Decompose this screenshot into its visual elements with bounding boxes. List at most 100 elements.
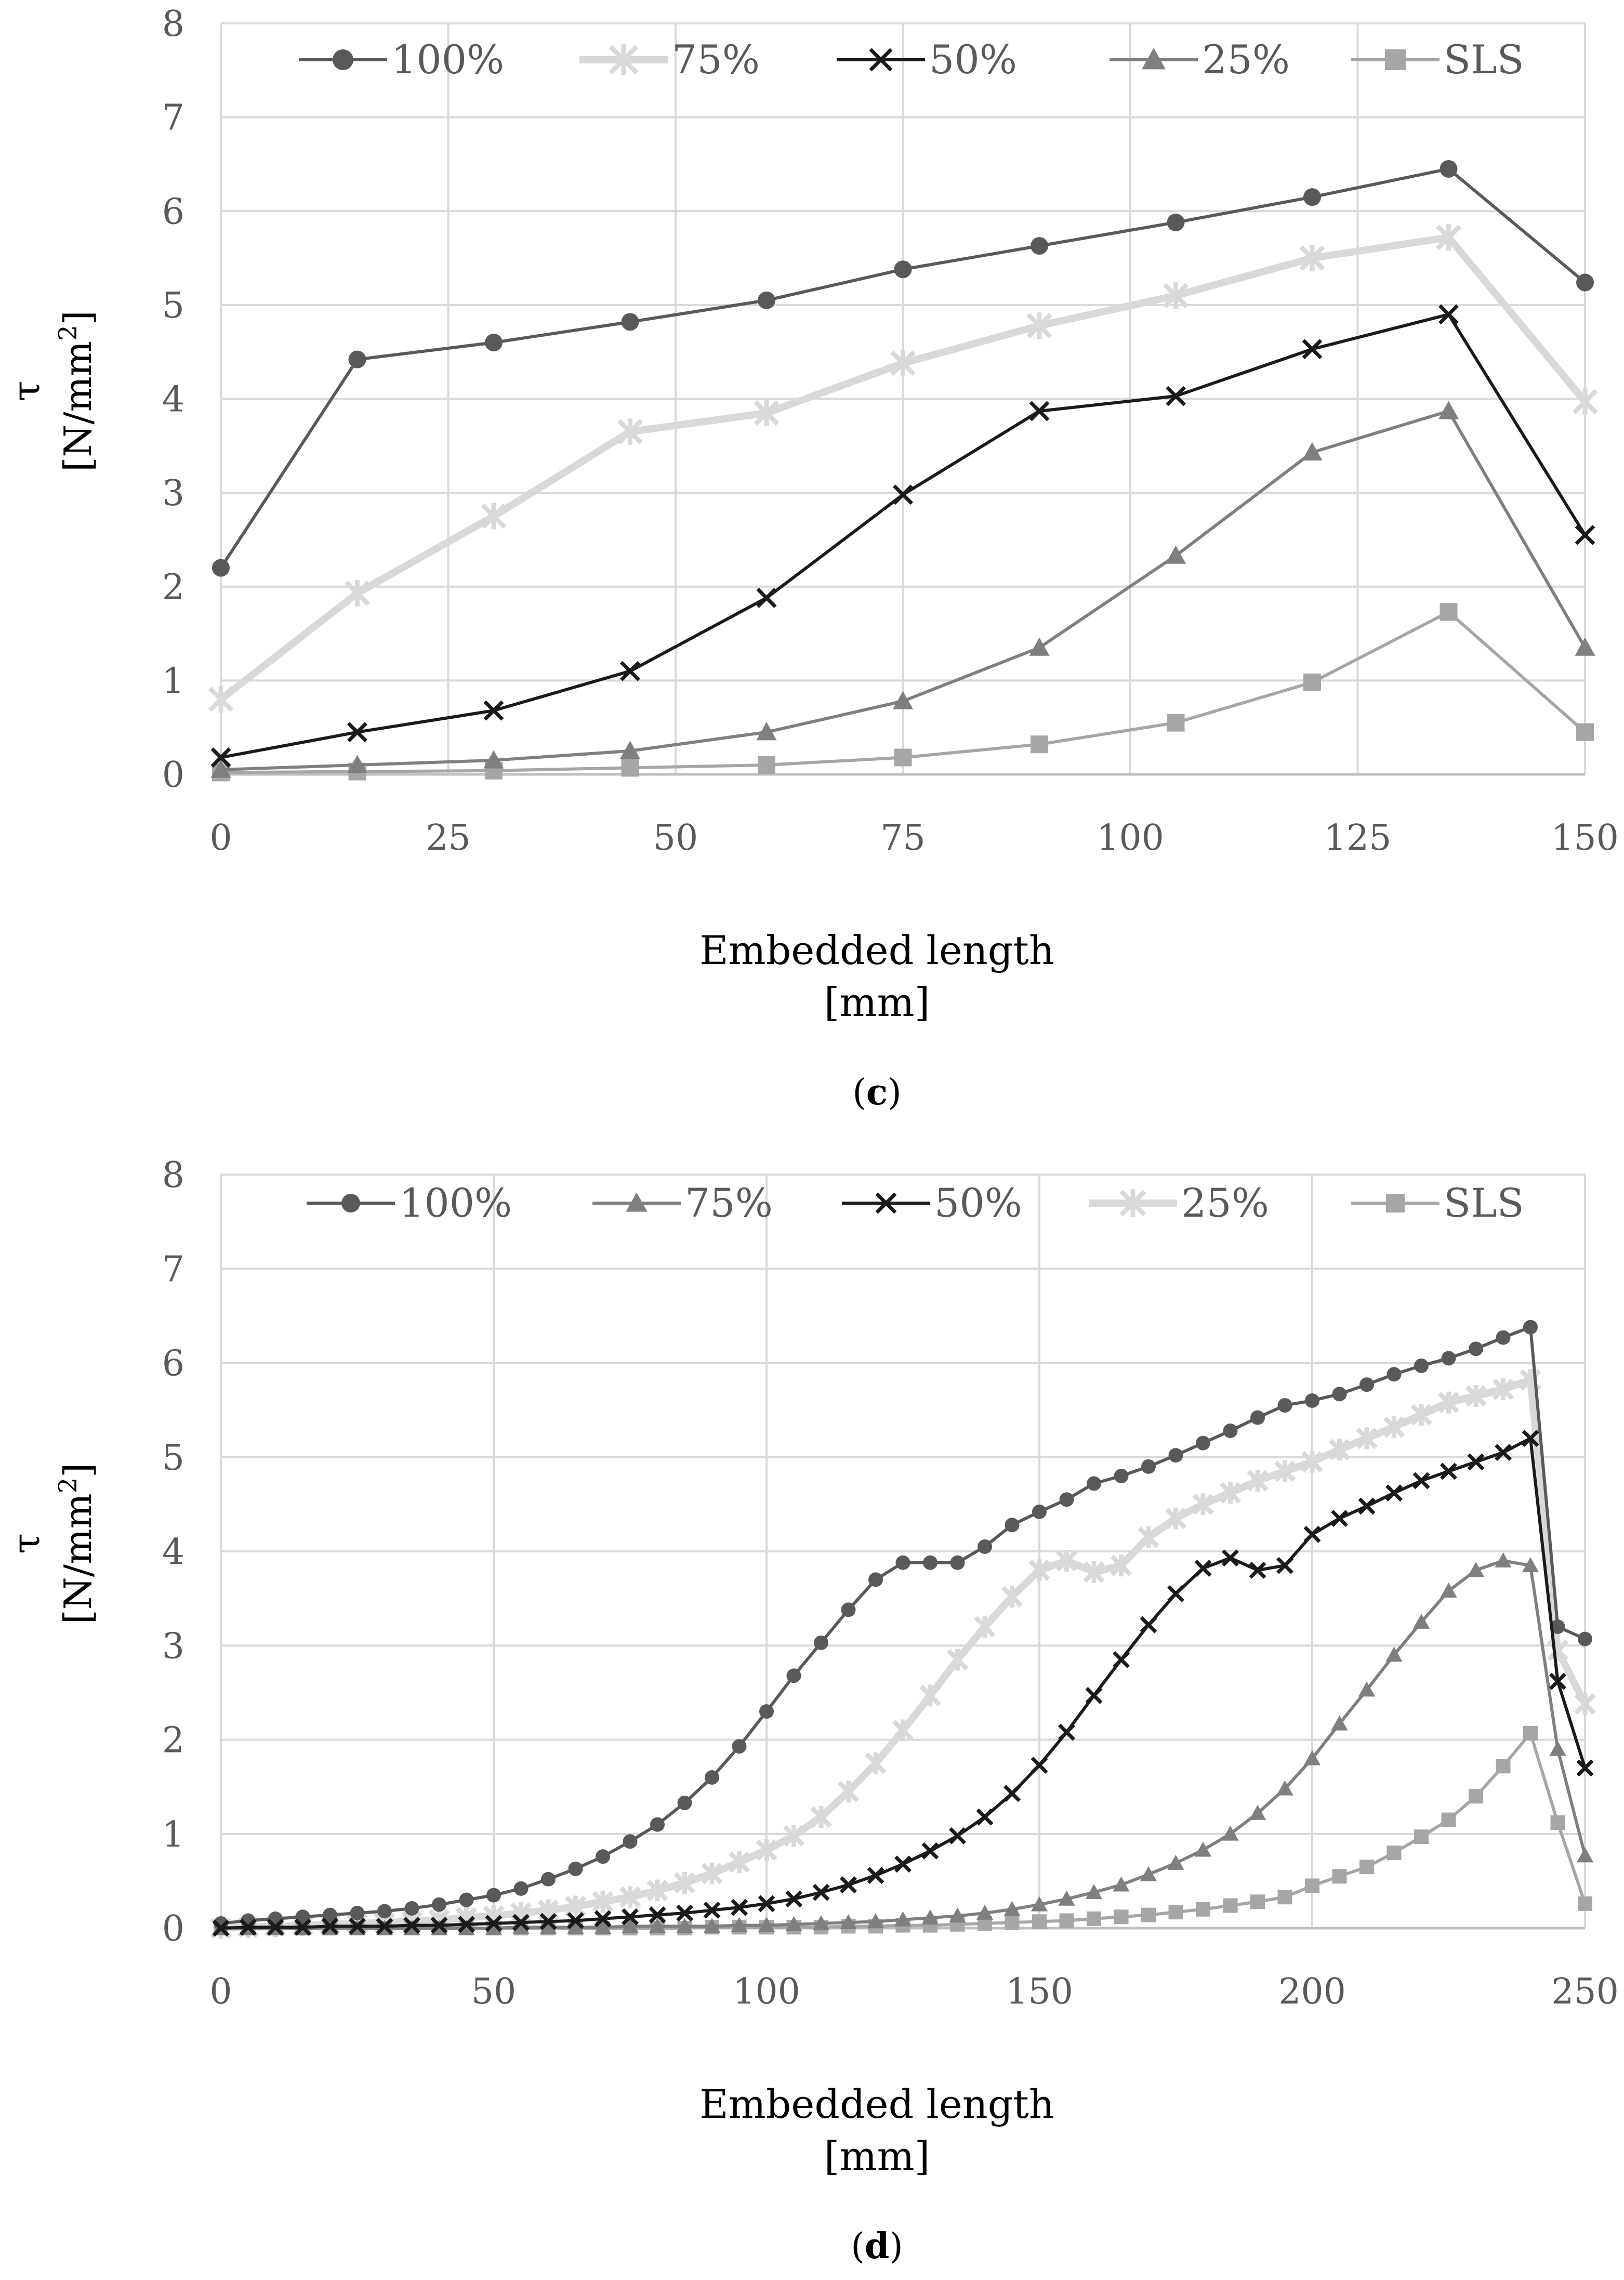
data-point	[1576, 723, 1594, 741]
data-point	[1302, 442, 1323, 461]
data-point	[592, 1891, 614, 1913]
data-point	[1332, 1387, 1347, 1402]
data-point	[1140, 1616, 1157, 1633]
data-point	[1274, 1460, 1296, 1482]
data-point	[1387, 1846, 1402, 1860]
data-point	[1004, 1785, 1021, 1802]
data-point	[1167, 1854, 1184, 1870]
data-point	[895, 1555, 910, 1570]
data-point	[349, 1917, 366, 1935]
data-point	[1247, 1470, 1269, 1492]
data-point	[1141, 1907, 1156, 1922]
data-point	[1168, 1448, 1183, 1463]
data-point	[513, 1881, 529, 1896]
y-tick-label: 8	[162, 1155, 184, 1196]
data-point	[868, 1572, 883, 1587]
data-point	[376, 1917, 393, 1935]
data-point	[623, 1834, 638, 1849]
data-point	[210, 759, 231, 778]
data-point	[323, 1907, 337, 1922]
legend-marker	[341, 1194, 360, 1213]
y-unit-superscript: 2	[54, 325, 83, 341]
legend-marker	[1385, 49, 1406, 70]
series-75-percent	[212, 1552, 1594, 1935]
data-point	[1223, 1424, 1238, 1438]
legend-item: 25%	[1110, 36, 1290, 83]
data-point	[1576, 1759, 1594, 1777]
data-point	[539, 1919, 557, 1934]
data-point	[1005, 1518, 1020, 1533]
data-point	[732, 1739, 747, 1754]
data-point	[459, 1892, 474, 1907]
y-axis-unit: [N/mm2]	[54, 310, 100, 472]
data-point	[1412, 1472, 1430, 1490]
data-point	[1058, 1890, 1075, 1906]
x-tick-label: 125	[1324, 818, 1392, 859]
data-point	[1028, 1559, 1050, 1581]
data-point	[486, 1888, 501, 1903]
data-point	[919, 1684, 941, 1707]
legend-label: 75%	[672, 36, 760, 83]
data-point	[754, 400, 780, 427]
panel-label-open: (	[852, 1072, 866, 1113]
data-point	[1436, 224, 1461, 251]
data-point	[1114, 1909, 1129, 1925]
y-unit-superscript: 2	[54, 1478, 83, 1494]
legend-item: 75%	[579, 36, 760, 83]
y-tick-label: 0	[162, 1908, 184, 1949]
tick-labels: 0 1 2 3 4 5 6 7 8 0 25 50 75 100 125 150	[162, 4, 1619, 859]
data-point	[812, 1915, 830, 1930]
data-point	[1574, 1693, 1596, 1715]
data-point	[1059, 1492, 1074, 1507]
y-axis-label: τ [N/mm2]	[4, 1463, 100, 1625]
data-point	[240, 1918, 257, 1936]
series-50-percent	[212, 1430, 1594, 1937]
data-point	[1576, 273, 1594, 292]
data-point	[1305, 1878, 1319, 1893]
data-point	[1276, 1557, 1293, 1574]
data-point	[1303, 1525, 1321, 1543]
x-tick-label: 25	[426, 818, 471, 859]
data-point	[1549, 1672, 1566, 1690]
data-point	[567, 1919, 584, 1934]
data-point	[646, 1879, 668, 1902]
data-point	[1412, 1613, 1430, 1629]
x-tick-label: 75	[880, 818, 926, 859]
legend-item: 100%	[307, 1180, 512, 1226]
data-point	[1055, 1550, 1078, 1572]
x-tick-label: 50	[471, 1971, 517, 2012]
series-sls	[212, 603, 1594, 782]
data-point	[212, 559, 230, 577]
y-axis-unit: [N/mm2]	[54, 1463, 100, 1625]
data-point	[1194, 1560, 1212, 1577]
data-point	[650, 1817, 665, 1832]
data-point	[1192, 1493, 1214, 1515]
legend-marker	[1142, 48, 1166, 70]
legend-label: SLS	[1444, 1180, 1524, 1226]
y-axis-label: τ [N/mm2]	[4, 310, 100, 472]
data-point	[837, 1781, 860, 1803]
data-point	[1276, 1780, 1293, 1796]
data-point	[1383, 1416, 1405, 1438]
y-tick-label: 4	[162, 379, 184, 420]
data-point	[1005, 1915, 1020, 1930]
data-point	[649, 1918, 666, 1933]
data-point	[622, 1908, 639, 1926]
data-point	[350, 1906, 365, 1920]
data-point	[1058, 1723, 1075, 1741]
data-point	[1305, 1393, 1319, 1408]
data-point	[1249, 1804, 1266, 1820]
data-point	[946, 1649, 969, 1671]
data-point	[1222, 1825, 1239, 1841]
data-point	[1031, 1896, 1048, 1912]
x-axis-label: Embedded length [mm]	[699, 2081, 1054, 2179]
data-point	[759, 1704, 774, 1719]
legend-marker	[626, 1192, 648, 1212]
data-point	[1387, 1367, 1402, 1382]
data-point	[677, 1795, 692, 1810]
data-point	[1277, 1890, 1292, 1905]
data-point	[1031, 735, 1048, 754]
data-point	[1575, 637, 1595, 656]
legend-item: 100%	[299, 36, 504, 83]
